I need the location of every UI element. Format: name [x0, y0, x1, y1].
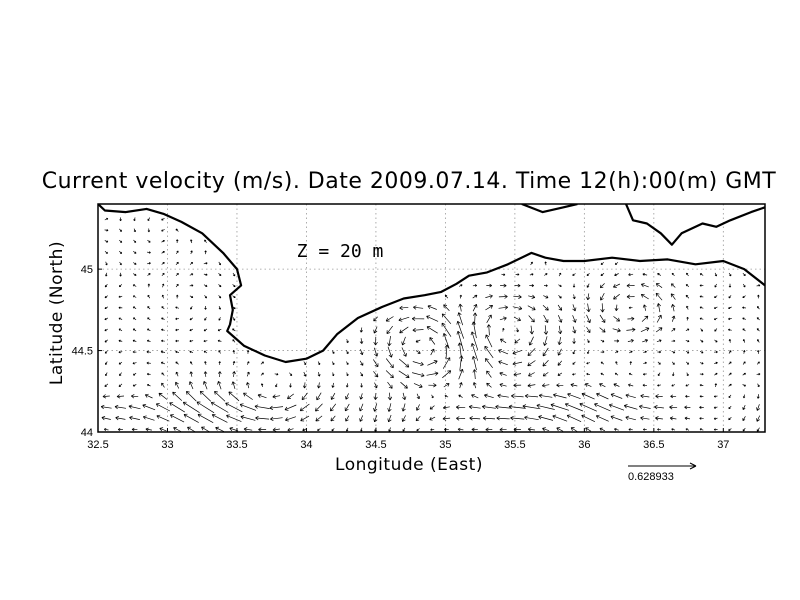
reference-vector: 0.628933 [628, 462, 697, 483]
y-tick-label: 44.5 [72, 346, 93, 358]
plot-frame [97, 203, 766, 433]
x-tick-label: 33.5 [226, 439, 247, 451]
x-tick-label: 36 [578, 439, 590, 451]
y-axis-label: Latitude (North) [47, 241, 67, 385]
chart-title: Current velocity (m/s). Date 2009.07.14.… [42, 169, 777, 194]
y-tick-label: 45 [81, 264, 93, 276]
velocity-vectors [100, 217, 761, 432]
x-tick-label: 35 [439, 439, 451, 451]
vector-arrows [100, 217, 761, 432]
x-tick-label: 34.5 [365, 439, 386, 451]
x-tick-label: 35.5 [504, 439, 525, 451]
north-coastline-segment [521, 204, 578, 214]
reference-vector-label: 0.628933 [628, 471, 674, 483]
coastline [98, 204, 765, 364]
x-tick-label: 32.5 [87, 439, 108, 451]
north-coastline-segment [624, 204, 765, 246]
x-tick-label: 36.5 [643, 439, 664, 451]
x-tick-label: 33 [161, 439, 173, 451]
crimea-coastline [98, 204, 765, 364]
x-tick-label: 37 [717, 439, 729, 451]
axis-ticks: 32.5 33 33.5 34 34.5 35 35.5 36 36.5 37 44 44.5 45 [72, 264, 730, 451]
y-tick-label: 44 [81, 427, 93, 439]
x-axis-label: Longitude (East) [335, 455, 483, 475]
x-tick-label: 34 [300, 439, 312, 451]
depth-annotation: Z = 20 m [297, 241, 384, 262]
